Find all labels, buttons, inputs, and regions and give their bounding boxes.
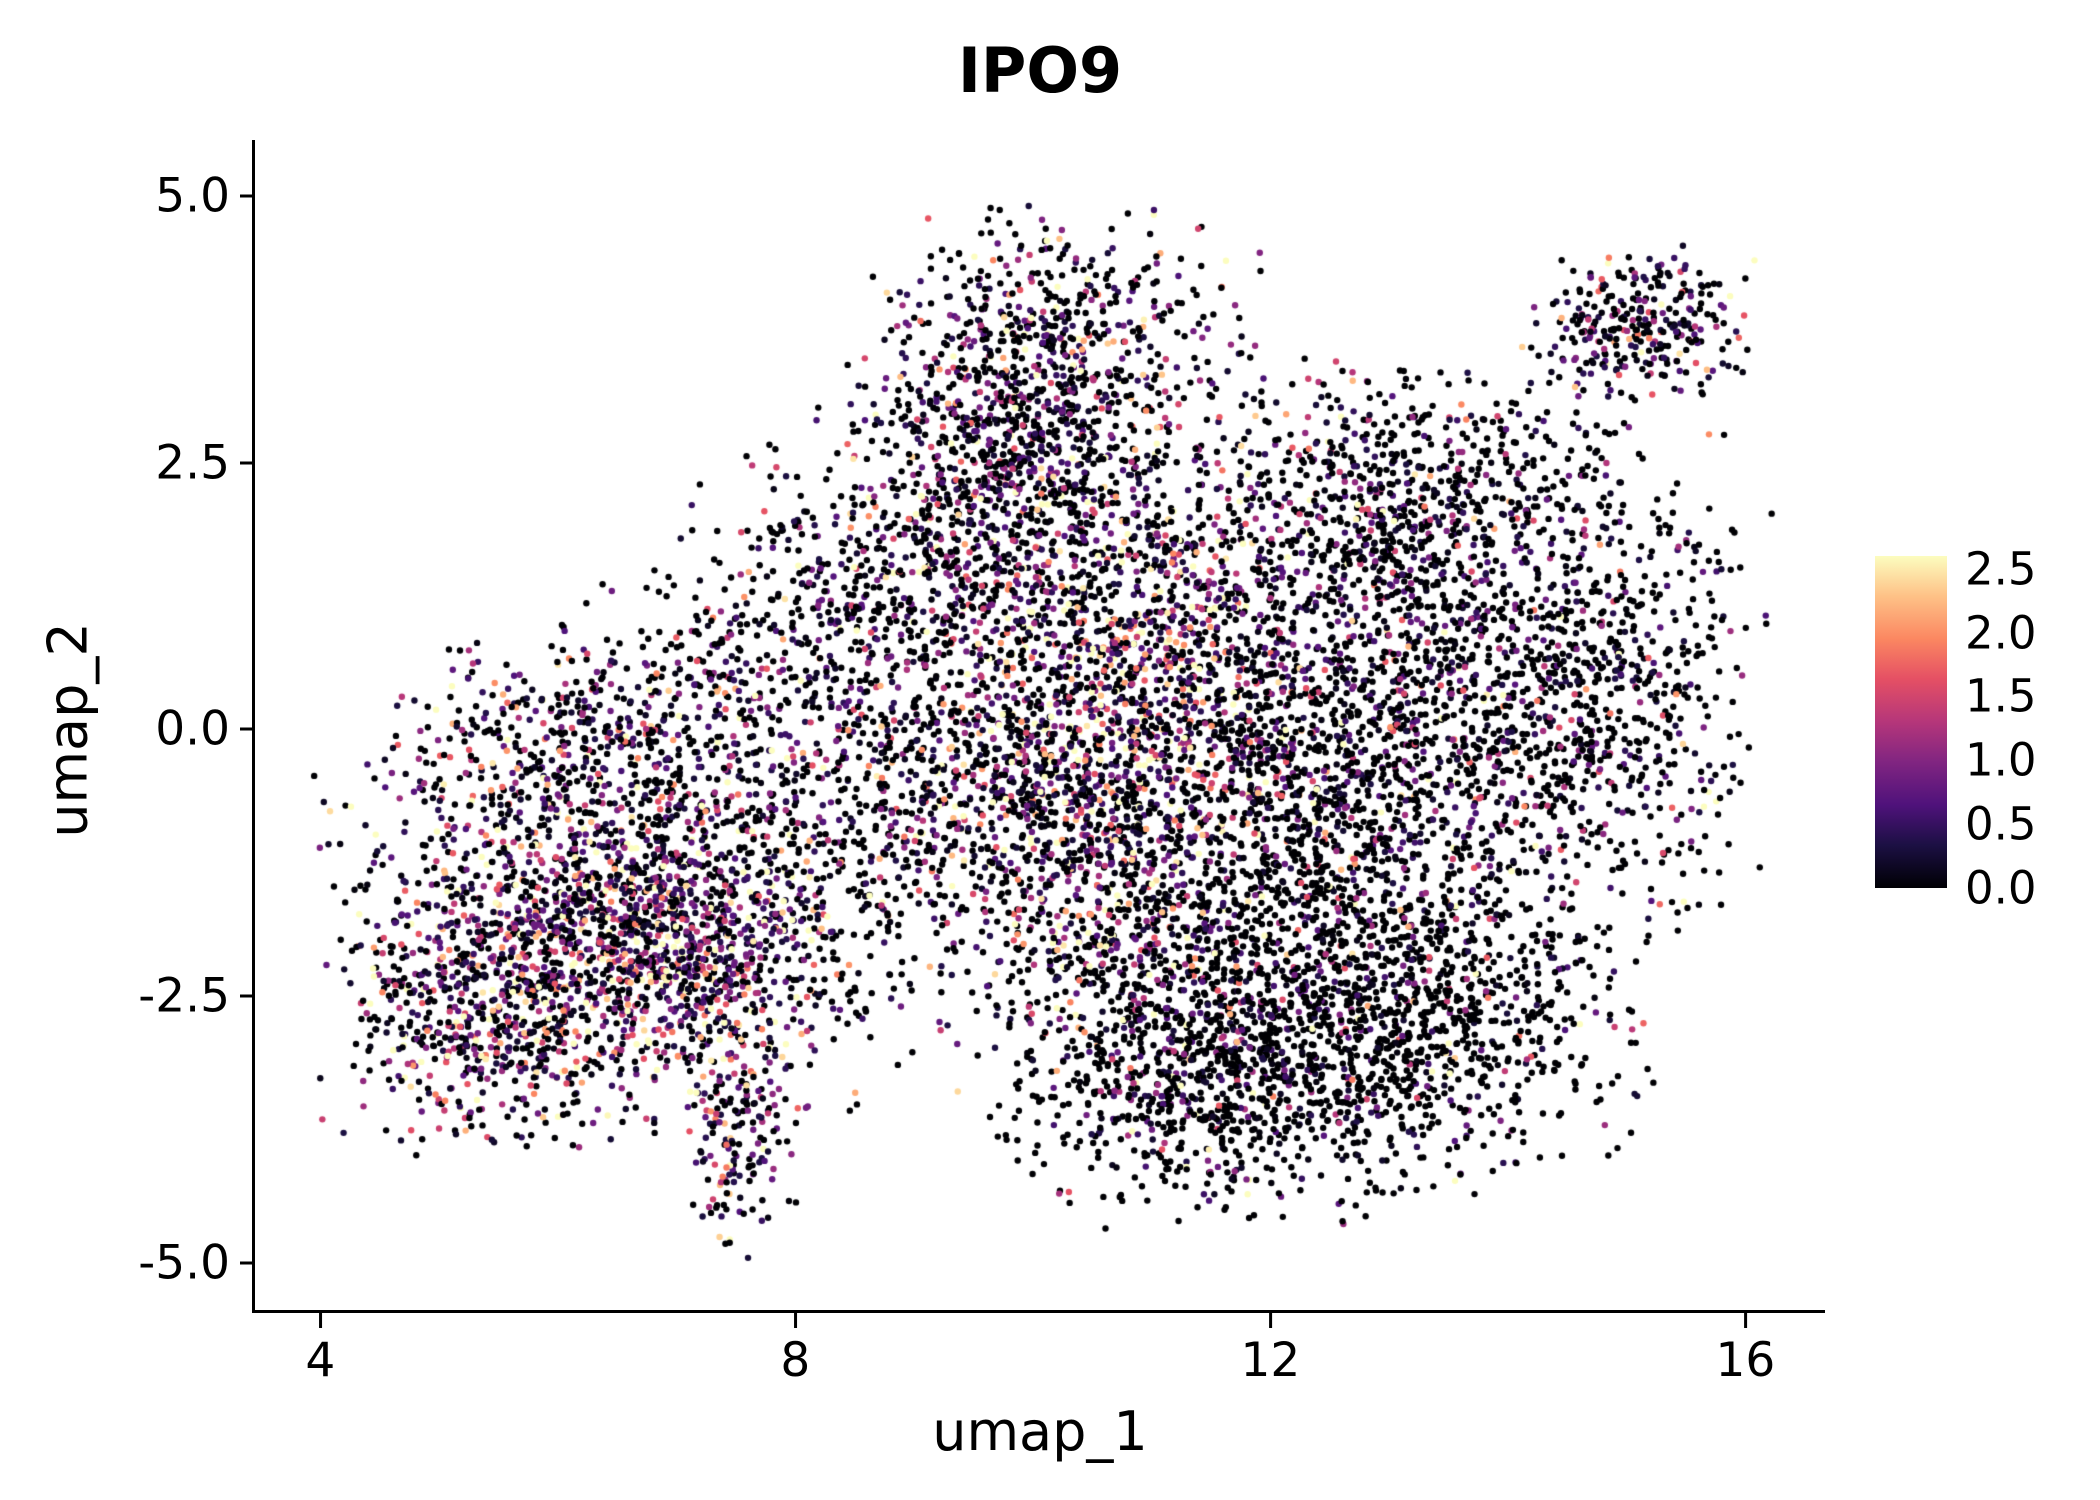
plot-title: IPO9 xyxy=(957,34,1123,107)
x-axis-line xyxy=(252,1310,1825,1313)
colorbar-gradient xyxy=(1875,556,1947,888)
x-tick: 12 xyxy=(1240,1313,1300,1384)
y-tick-label: 5.0 xyxy=(155,168,230,224)
colorbar-tick-label: 0.0 xyxy=(1965,861,2037,915)
y-tick-label: -5.0 xyxy=(138,1235,230,1291)
x-tick: 8 xyxy=(780,1313,810,1384)
x-tick-mark xyxy=(793,1313,797,1328)
x-tick-mark xyxy=(318,1313,322,1328)
colorbar-tick-label: 2.0 xyxy=(1965,606,2037,660)
y-tick-mark xyxy=(240,994,255,998)
colorbar-tick-label: 0.5 xyxy=(1965,797,2037,851)
x-tick-label: 12 xyxy=(1240,1333,1301,1388)
y-tick-label: 2.5 xyxy=(155,435,230,491)
x-tick: 4 xyxy=(305,1313,335,1384)
y-tick-mark xyxy=(240,727,255,731)
colorbar-tick-label: 1.0 xyxy=(1965,733,2037,787)
y-tick-mark xyxy=(240,194,255,198)
y-tick: 5.0 xyxy=(155,172,255,219)
x-tick-mark xyxy=(1743,1313,1747,1328)
y-tick-mark xyxy=(240,461,255,465)
x-tick-label: 4 xyxy=(305,1333,336,1388)
y-tick: -2.5 xyxy=(138,973,255,1020)
y-tick-label: -2.5 xyxy=(138,968,230,1024)
umap-scatter-canvas xyxy=(255,150,1825,1310)
y-tick: -5.0 xyxy=(138,1240,255,1287)
y-tick: 2.5 xyxy=(155,439,255,486)
y-tick-mark xyxy=(240,1261,255,1265)
y-tick-label: 0.0 xyxy=(155,701,230,757)
x-axis-label: umap_1 xyxy=(932,1400,1148,1463)
colorbar-tick-label: 1.5 xyxy=(1965,669,2037,723)
y-axis-label: umap_2 xyxy=(36,622,100,838)
y-axis-line xyxy=(252,140,255,1313)
x-tick-label: 8 xyxy=(780,1333,811,1388)
colorbar-tick-label: 2.5 xyxy=(1965,542,2037,596)
y-tick: 0.0 xyxy=(155,706,255,753)
x-tick-mark xyxy=(1268,1313,1272,1328)
x-tick: 16 xyxy=(1715,1313,1776,1388)
x-tick-label: 16 xyxy=(1715,1333,1776,1388)
